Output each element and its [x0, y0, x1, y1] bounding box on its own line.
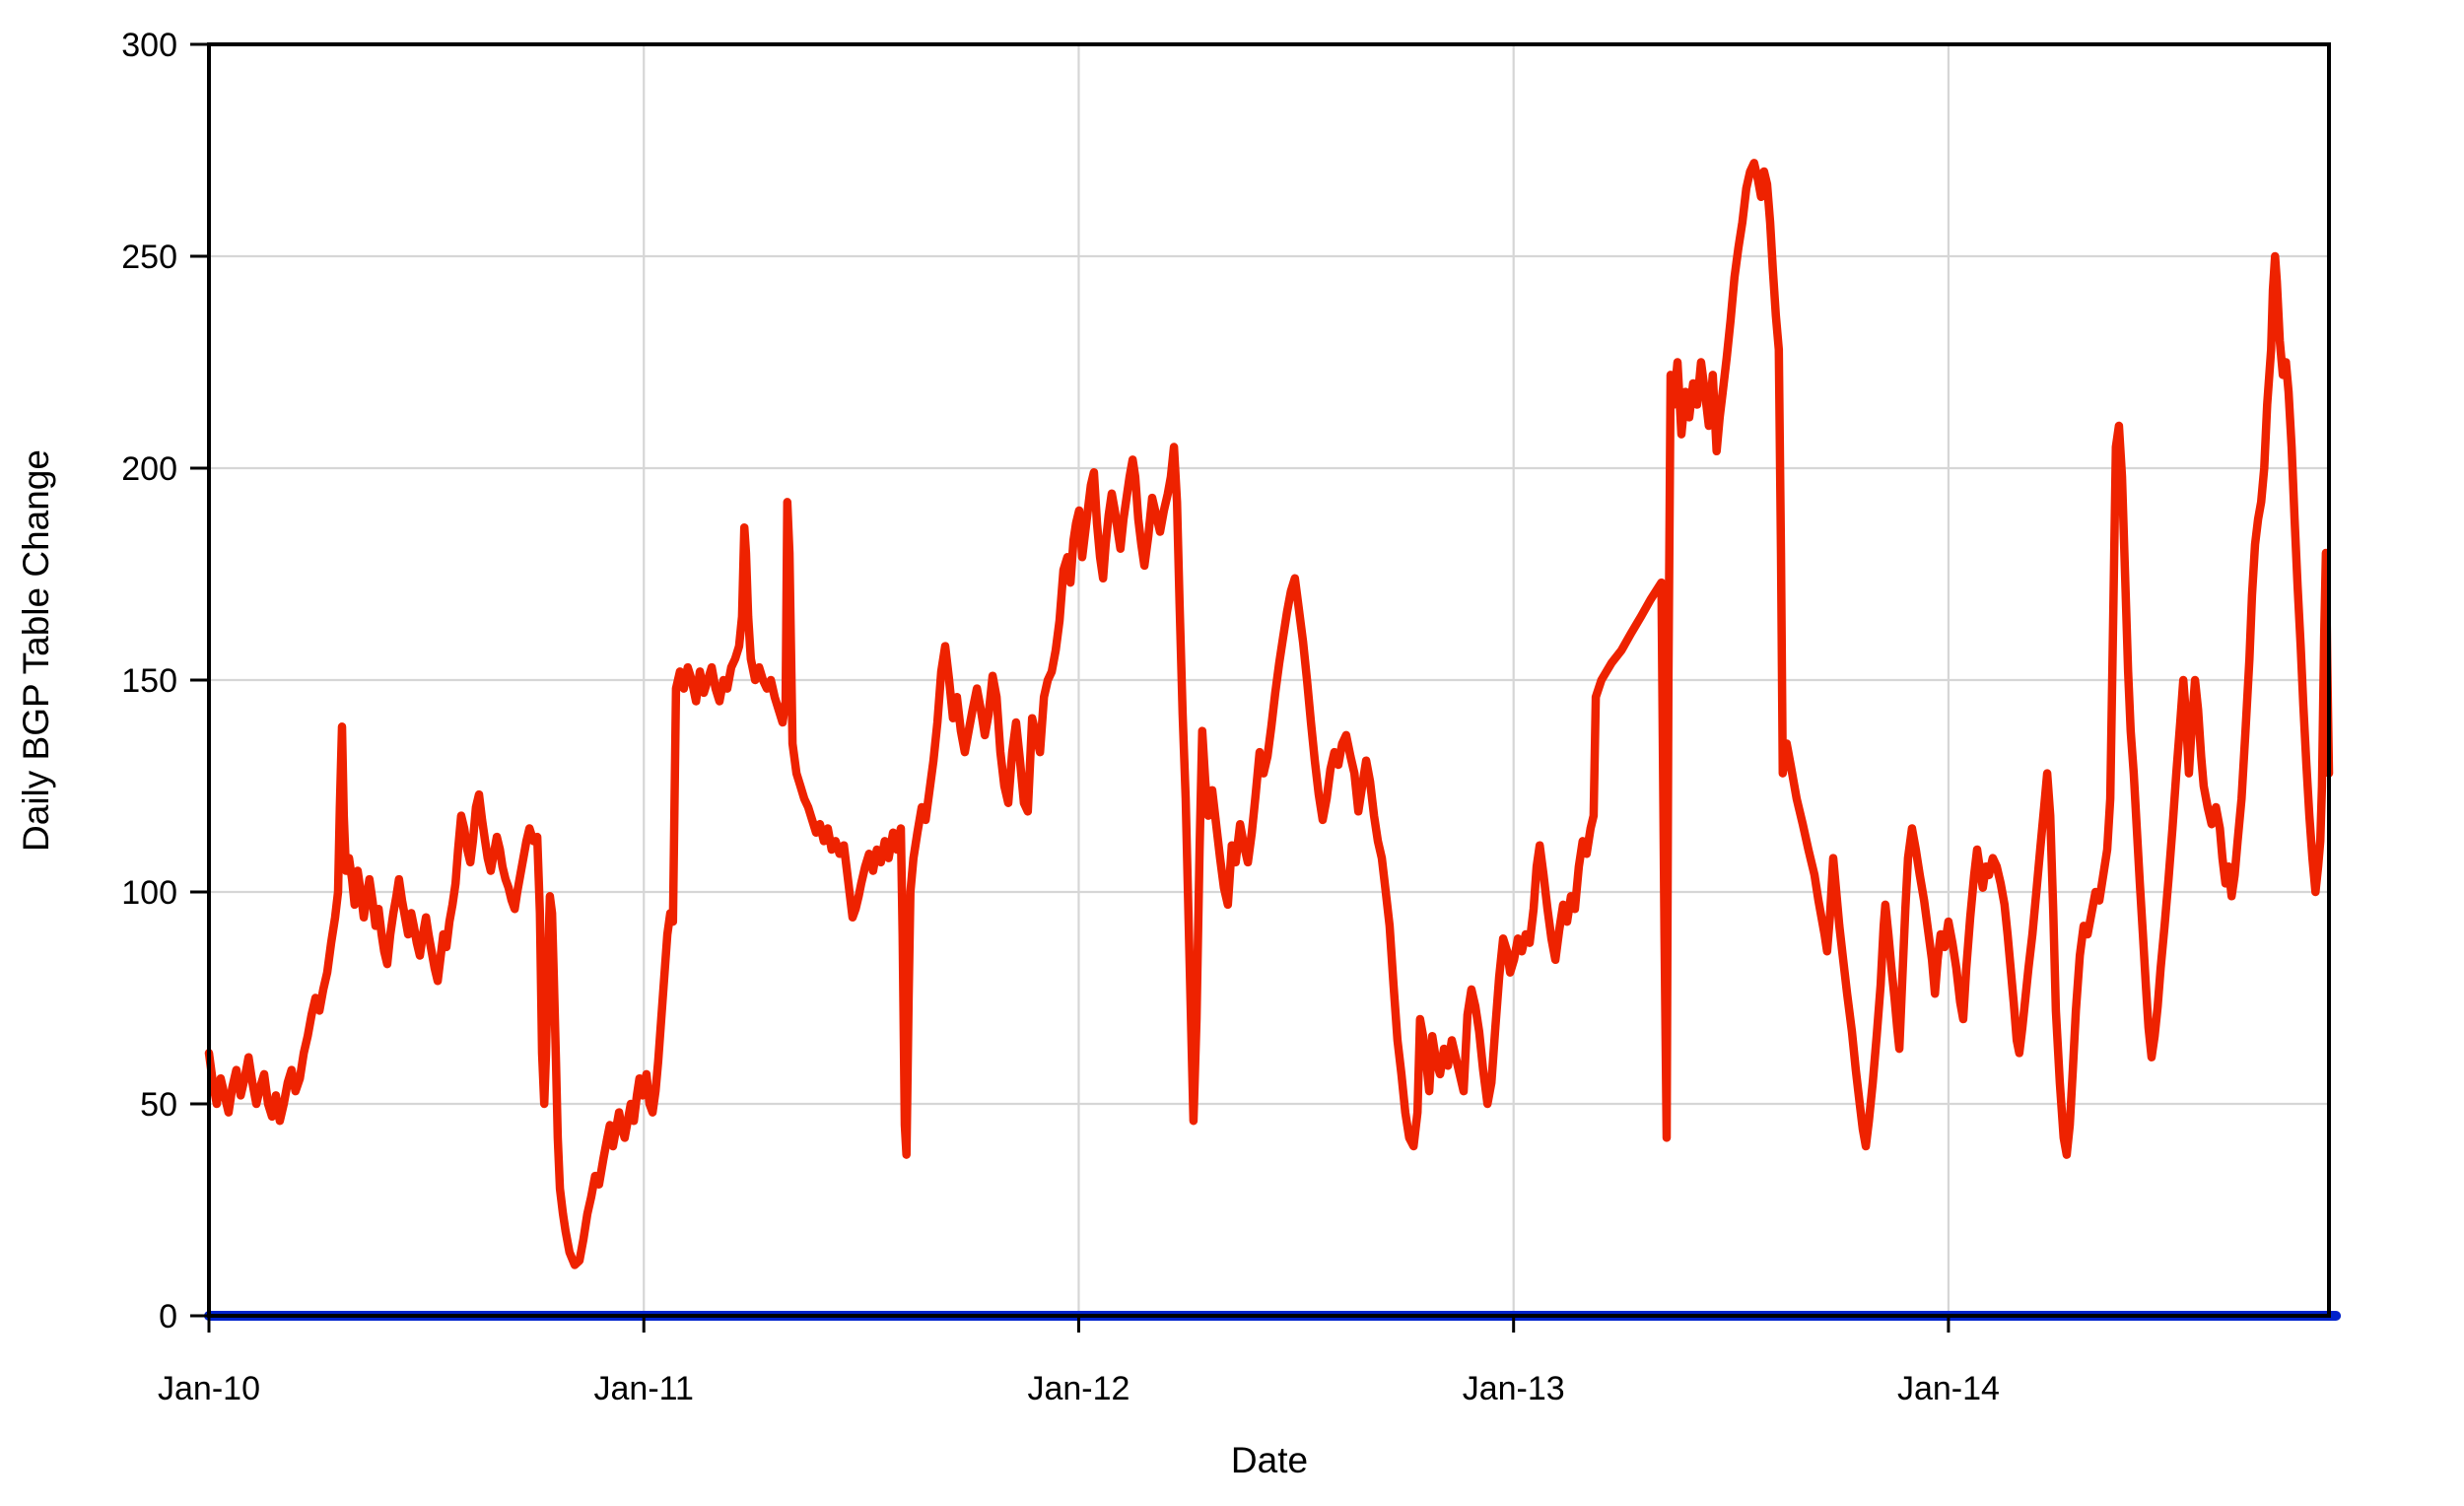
- x-tick-label: Jan-11: [594, 1370, 694, 1407]
- y-tick-label: 250: [121, 239, 177, 276]
- x-axis-title: Date: [1230, 1440, 1309, 1480]
- y-tick-label: 150: [121, 662, 177, 700]
- x-tick-label: Jan-14: [1897, 1370, 2000, 1407]
- y-tick-label: 0: [159, 1298, 177, 1335]
- y-tick-label: 50: [140, 1086, 177, 1124]
- daily-change-line: [204, 159, 2334, 1269]
- y-tick-label: 300: [121, 27, 177, 64]
- y-axis-title: Daily BGP Table Change: [16, 449, 56, 852]
- x-tick-label: Jan-13: [1463, 1370, 1565, 1407]
- x-tick-label: Jan-10: [158, 1370, 260, 1407]
- y-tick-label: 100: [121, 874, 177, 912]
- x-tick-label: Jan-12: [1027, 1370, 1129, 1407]
- y-tick-label: 200: [121, 450, 177, 488]
